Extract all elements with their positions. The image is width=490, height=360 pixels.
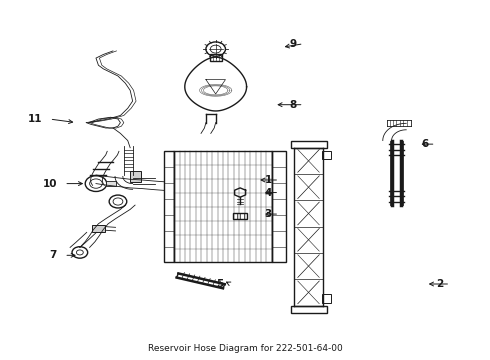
Bar <box>322 294 331 303</box>
Bar <box>210 54 221 60</box>
Text: 10: 10 <box>42 179 57 189</box>
Bar <box>130 171 141 182</box>
Bar <box>292 306 327 313</box>
Text: 4: 4 <box>265 188 272 198</box>
Bar <box>272 151 286 262</box>
Text: 3: 3 <box>265 209 272 219</box>
Bar <box>174 151 272 262</box>
Text: 7: 7 <box>49 250 57 260</box>
Text: 8: 8 <box>289 100 296 110</box>
Text: 2: 2 <box>436 279 443 289</box>
Bar <box>106 181 116 186</box>
Bar <box>322 150 331 159</box>
Text: 11: 11 <box>28 114 42 124</box>
Bar <box>164 151 174 262</box>
Text: 1: 1 <box>265 175 272 185</box>
Text: 6: 6 <box>421 139 428 149</box>
Text: Reservoir Hose Diagram for 222-501-64-00: Reservoir Hose Diagram for 222-501-64-00 <box>147 344 343 353</box>
Text: 5: 5 <box>216 279 223 289</box>
Text: 9: 9 <box>289 39 296 49</box>
Bar <box>233 213 247 219</box>
Bar <box>92 225 105 232</box>
Bar <box>292 141 327 148</box>
